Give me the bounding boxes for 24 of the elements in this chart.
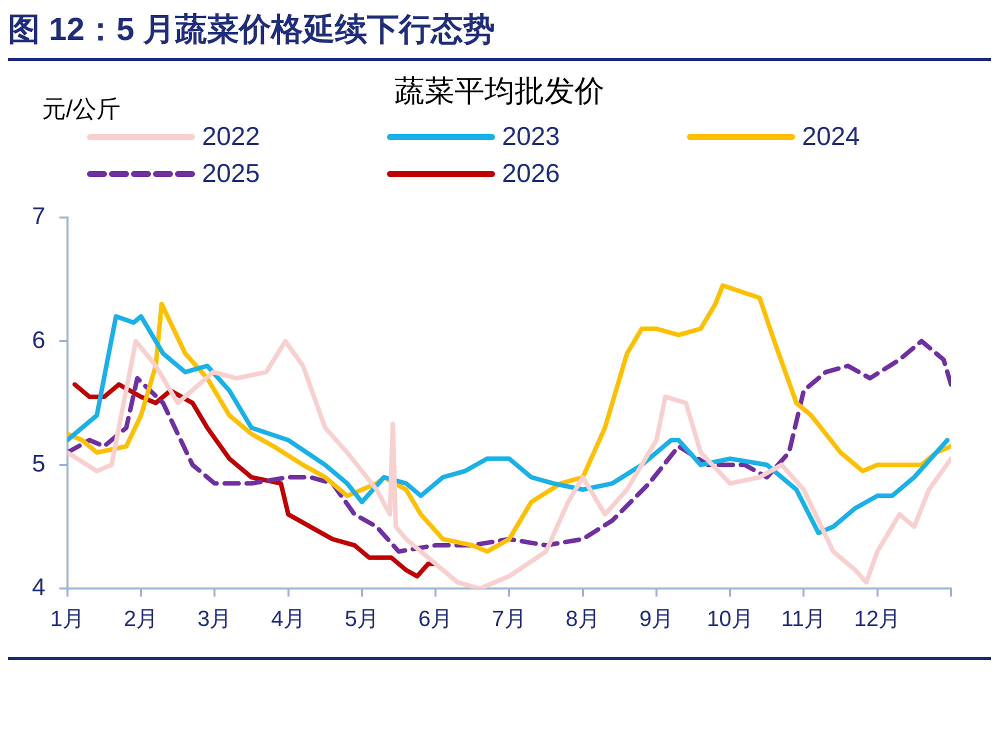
y-tick-label: 6 [32,326,46,354]
y-tick-label: 7 [32,203,46,230]
x-tick-label: 10月 [706,606,754,631]
legend-label: 2023 [502,121,560,152]
x-tick-label: 9月 [639,606,674,631]
y-tick-label: 5 [32,450,46,478]
x-tick-label: 12月 [854,606,901,631]
x-tick-label: 4月 [271,606,306,631]
x-tick-label: 6月 [418,606,453,631]
chart-subtitle: 图 12：5 月蔬菜价格延续下行态势 [8,8,991,61]
legend-label: 2025 [202,158,260,189]
x-tick-label: 11月 [781,606,826,631]
x-tick-label: 5月 [344,606,380,631]
legend-label: 2026 [502,158,560,189]
x-tick-label: 2月 [124,606,158,631]
x-tick-label: 3月 [198,606,232,631]
y-tick-label: 4 [32,574,46,602]
legend-label: 2022 [202,121,260,152]
y-axis-title: 元/公斤 [42,95,121,125]
x-tick-label: 1月 [50,606,84,631]
chart-title: 蔬菜平均批发价 [394,75,604,108]
x-tick-label: 7月 [492,606,526,631]
x-tick-label: 8月 [566,606,600,631]
legend-label: 2024 [802,121,860,152]
